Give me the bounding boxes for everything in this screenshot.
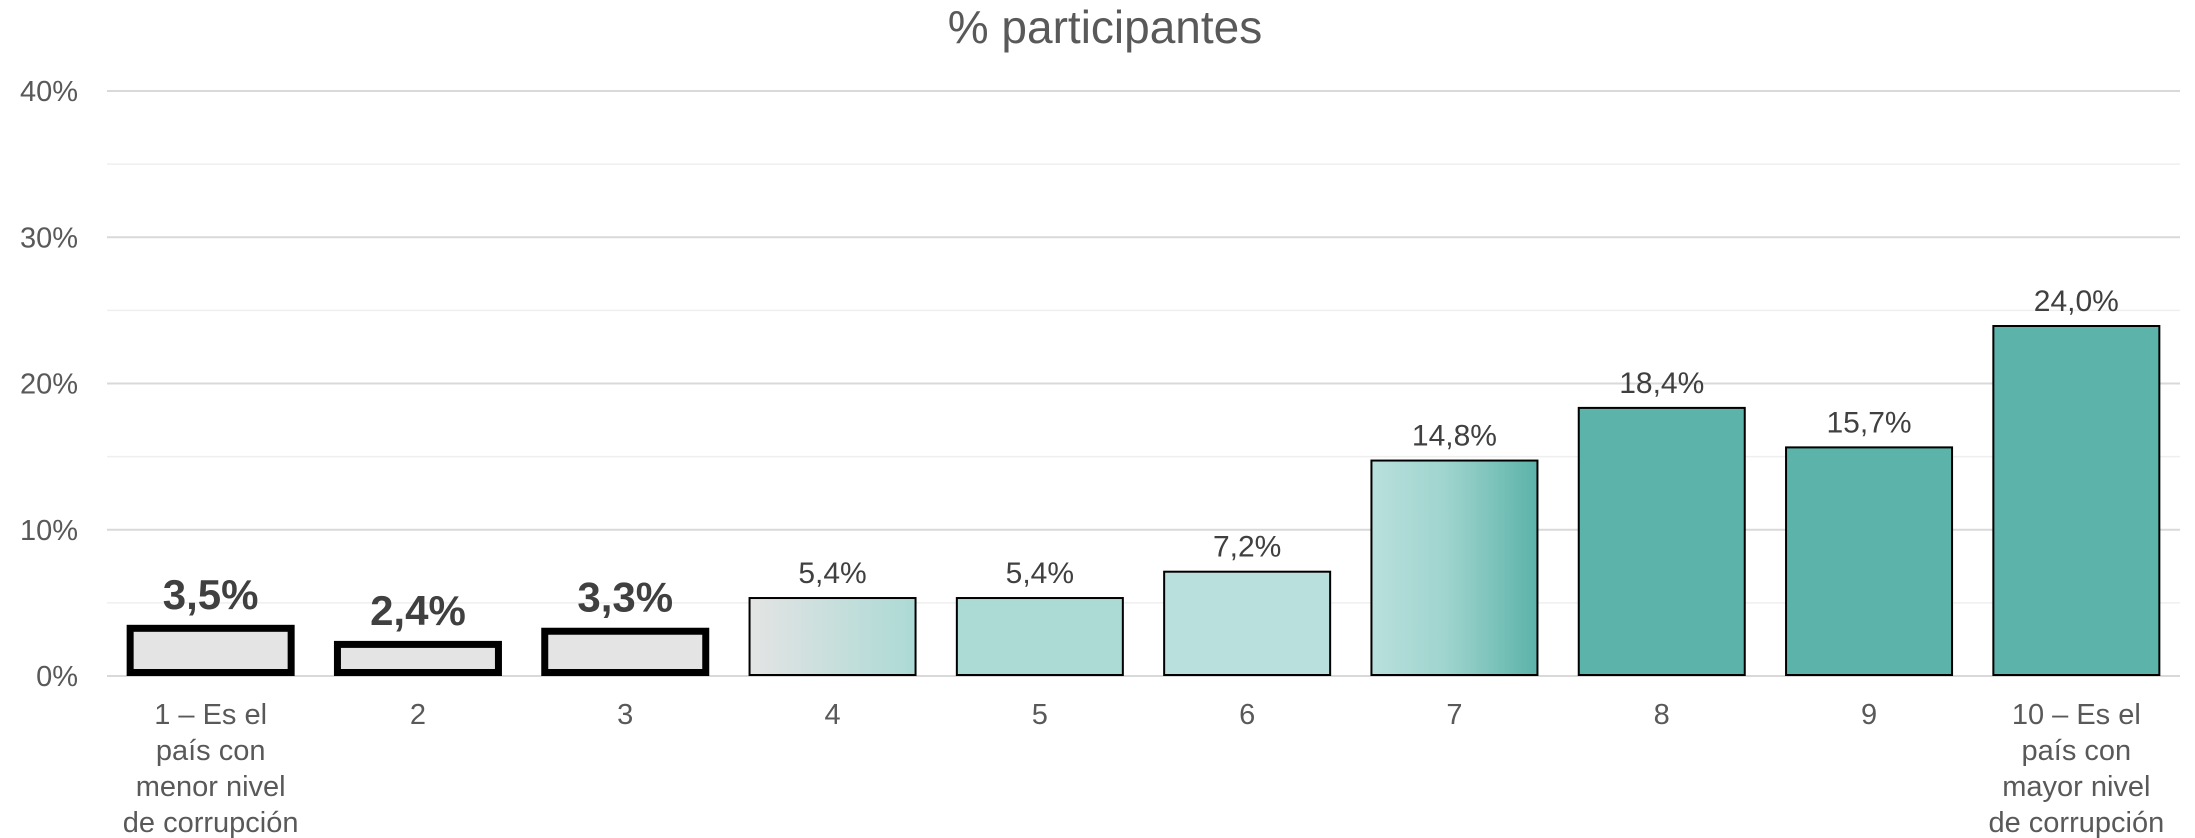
x-tick-label: 9 [1861,699,1877,731]
y-tick-label: 30% [20,222,78,254]
x-axis: 1 – Es el país con menor nivel de corrupció… [123,699,2164,838]
bar [1370,459,1539,676]
y-tick-label: 20% [20,369,78,401]
bar [1577,406,1746,676]
data-label: 14,8% [1412,420,1497,453]
data-labels: 3,5% 2,4% 3,3% 5,4% 5,4% 7,2% 14,8% 18,4% 15,7% 2… [163,285,2119,634]
x-tick-label: 1 – Es el país con menor nivel de corrupció… [123,699,299,838]
x-tick-label: 6 [1239,699,1255,731]
y-tick-label: 40% [20,76,78,108]
data-label: 18,4% [1619,367,1704,400]
bar [955,597,1124,677]
bar [1992,325,2161,676]
y-axis: 0% 10% 20% 30% 40% [20,76,78,693]
bar [748,597,917,677]
data-label: 3,5% [163,571,259,618]
data-label: 3,3% [577,574,673,621]
data-label: 15,7% [1827,406,1912,439]
bar [1163,570,1332,677]
bar [1785,446,1954,677]
x-tick-label: 7 [1446,699,1462,731]
chart-title: % participantes [948,1,1263,53]
x-tick-label: 4 [824,699,840,731]
data-label: 5,4% [798,557,866,590]
data-label: 7,2% [1213,531,1281,564]
bar [541,627,710,676]
bars [126,325,2161,677]
data-label: 5,4% [1006,557,1074,590]
data-label: 2,4% [370,587,466,634]
data-label: 24,0% [2034,285,2119,318]
y-tick-label: 0% [36,661,78,693]
x-tick-label: 10 – Es el país con mayor nivel de corrupci… [1988,699,2164,838]
x-tick-label: 8 [1654,699,1670,731]
bar [126,624,295,676]
y-tick-label: 10% [20,515,78,547]
x-tick-label: 5 [1032,699,1048,731]
bar [333,640,502,677]
x-tick-label: 3 [617,699,633,731]
x-tick-label: 2 [410,699,426,731]
